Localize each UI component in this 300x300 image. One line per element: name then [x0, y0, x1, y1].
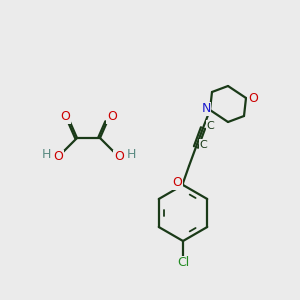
- Text: N: N: [201, 103, 211, 116]
- Text: H: H: [126, 148, 136, 161]
- Text: O: O: [248, 92, 258, 104]
- Text: H: H: [41, 148, 51, 161]
- Text: O: O: [107, 110, 117, 124]
- Text: O: O: [114, 151, 124, 164]
- Text: C: C: [199, 140, 207, 150]
- Text: C: C: [206, 121, 214, 131]
- Text: O: O: [53, 151, 63, 164]
- Text: Cl: Cl: [177, 256, 189, 269]
- Text: O: O: [172, 176, 182, 190]
- Text: O: O: [60, 110, 70, 124]
